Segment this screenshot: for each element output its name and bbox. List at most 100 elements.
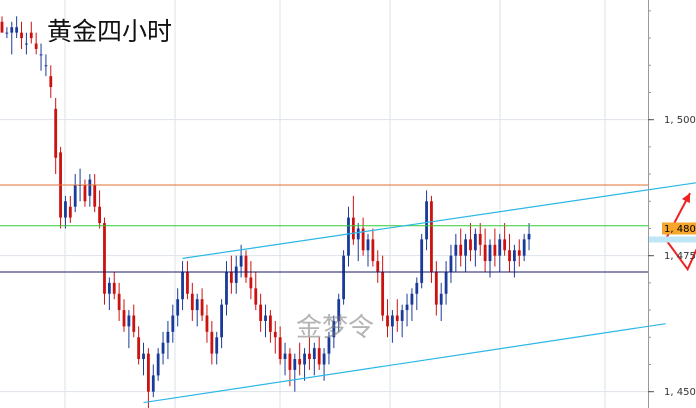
candle-body <box>415 282 419 294</box>
candle-body <box>171 315 175 332</box>
candle-body <box>249 277 253 289</box>
candle-body <box>400 310 404 321</box>
candle-14 <box>68 195 72 224</box>
candle-body <box>381 272 385 316</box>
candle-48 <box>234 255 238 294</box>
candles <box>0 16 531 408</box>
candle-body <box>5 32 9 34</box>
candle-body <box>229 272 233 283</box>
candle-body <box>298 359 302 365</box>
candle-body <box>288 353 292 370</box>
candle-20 <box>98 190 101 229</box>
candle-body <box>88 179 92 196</box>
candle-body <box>317 348 321 365</box>
chart-title: 黄金四小时 <box>47 17 172 46</box>
candle-body <box>29 32 33 39</box>
candle-body <box>190 293 194 311</box>
candle-body <box>444 272 448 294</box>
candle-body <box>49 76 53 88</box>
candle-body <box>425 201 428 240</box>
candle-body <box>391 315 394 327</box>
candle-17 <box>83 179 87 207</box>
candle-76 <box>371 228 375 267</box>
candle-23 <box>112 272 116 300</box>
candle-body <box>83 184 87 202</box>
candle-body <box>366 239 370 251</box>
candle-40 <box>195 293 199 327</box>
candle-body <box>68 206 72 218</box>
candle-body <box>395 315 399 321</box>
candle-51 <box>249 261 253 300</box>
trend-channel <box>143 182 696 404</box>
candle-body <box>186 272 189 294</box>
candle-100 <box>488 239 492 278</box>
candle-80 <box>391 310 394 343</box>
candle-4 <box>20 21 23 49</box>
candle-72 <box>351 195 355 245</box>
candle-58 <box>283 342 287 376</box>
candle-body <box>420 239 424 283</box>
candle-45 <box>220 299 223 349</box>
candle-body <box>0 21 4 33</box>
candle-56 <box>273 320 277 354</box>
candle-body <box>176 299 180 316</box>
candle-83 <box>405 293 409 327</box>
candle-105 <box>513 244 516 278</box>
candle-body <box>327 337 331 354</box>
candle-70 <box>342 250 345 305</box>
candle-body <box>54 108 58 158</box>
candle-body <box>464 239 467 256</box>
price-highlight-band <box>649 236 696 243</box>
candle-87 <box>425 190 428 251</box>
candle-body <box>39 54 43 56</box>
candle-body <box>503 239 507 251</box>
candle-19 <box>93 174 97 213</box>
candle-body <box>98 206 101 224</box>
candle-8 <box>39 43 43 71</box>
candle-body <box>269 315 272 332</box>
candle-43 <box>210 320 214 365</box>
candle-body <box>469 239 472 251</box>
candle-body <box>498 239 502 256</box>
candle-22 <box>107 277 111 311</box>
candle-57 <box>278 326 282 365</box>
candle-body <box>259 304 263 321</box>
candle-68 <box>332 315 336 349</box>
candle-67 <box>327 331 331 365</box>
candle-body <box>293 359 297 370</box>
candle-7 <box>34 32 38 55</box>
candle-body <box>351 217 355 240</box>
candle-84 <box>410 288 414 321</box>
candle-body <box>312 348 316 360</box>
candle-6 <box>29 21 33 44</box>
price-tick-label: 1, 500 <box>664 115 696 126</box>
candle-82 <box>400 304 404 338</box>
forecast-arrow-1 <box>664 238 696 272</box>
candle-28 <box>137 326 141 365</box>
candle-body <box>513 250 516 262</box>
candle-body <box>410 293 414 305</box>
candle-body <box>142 353 145 360</box>
candle-107 <box>522 233 526 262</box>
candle-body <box>127 315 131 327</box>
channel-lower-line <box>143 323 666 404</box>
candle-29 <box>142 342 145 376</box>
candle-41 <box>200 288 204 321</box>
price-tick-label: 1, 475 <box>664 251 696 262</box>
candle-26 <box>127 310 131 349</box>
candle-body <box>10 27 14 33</box>
candle-46 <box>225 261 228 316</box>
candle-108 <box>527 223 531 251</box>
candle-body <box>112 282 116 294</box>
candle-55 <box>269 310 272 343</box>
candle-10 <box>49 65 53 98</box>
candle-body <box>234 266 238 283</box>
candle-96 <box>469 223 472 262</box>
candle-86 <box>420 233 424 289</box>
candle-body <box>205 315 209 332</box>
candle-36 <box>176 288 180 327</box>
candle-body <box>244 255 248 278</box>
forecast-arrow-head-0 <box>681 193 691 204</box>
candle-body <box>166 331 170 343</box>
candle-body <box>25 43 28 45</box>
